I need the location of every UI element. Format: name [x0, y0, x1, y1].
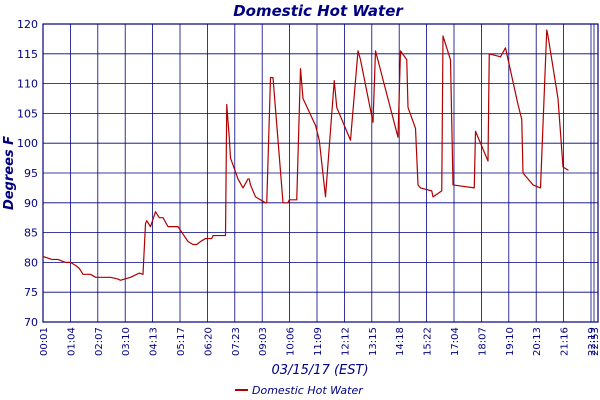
series-layer [42, 29, 569, 281]
x-tick-label: 03:10 [121, 327, 132, 356]
y-tick-label: 105 [17, 107, 38, 120]
y-tick-label: 120 [17, 18, 38, 31]
x-tick-label: 14:18 [395, 327, 406, 356]
x-tick-label: 04:13 [149, 327, 160, 356]
x-axis-label: 03/15/17 (EST) [271, 363, 368, 378]
legend-label: Domestic Hot Water [252, 384, 364, 397]
x-tick-label: 21:16 [560, 327, 571, 356]
x-tick-label: 22:53 [590, 327, 600, 356]
x-tick-label: 05:17 [176, 327, 187, 356]
y-tick-label: 115 [17, 48, 38, 61]
y-tick-label: 70 [24, 316, 38, 329]
y-tick-label: 85 [24, 227, 38, 240]
x-tick-label: 00:01 [39, 327, 50, 356]
x-tick-label: 12:12 [340, 327, 351, 356]
x-tick-label: 09:03 [258, 327, 269, 356]
chart-title: Domestic Hot Water [233, 2, 404, 20]
y-tick-label: 75 [24, 286, 38, 299]
y-tick-label: 95 [24, 167, 38, 180]
x-tick-label: 20:13 [532, 327, 543, 356]
series-line-domestic-hot-water [42, 29, 569, 281]
x-axis-ticks: 00:01 01:04 02:07 03:10 04:13 05:17 06:20 07:23… [39, 327, 600, 356]
x-tick-label: 07:23 [231, 327, 242, 356]
x-tick-label: 19:10 [505, 327, 516, 356]
x-tick-label: 06:20 [203, 327, 214, 356]
y-axis-ticks: 70 75 80 85 90 95 100 105 110 115 120 [17, 18, 38, 329]
y-tick-label: 80 [24, 256, 38, 269]
y-tick-label: 90 [24, 197, 38, 210]
x-tick-label: 10:06 [286, 327, 297, 356]
x-tick-label: 02:07 [94, 327, 105, 356]
y-tick-label: 110 [17, 78, 38, 91]
x-tick-label: 13:15 [368, 327, 379, 356]
y-axis-label: Degrees F [2, 136, 17, 210]
x-tick-label: 11:09 [313, 327, 324, 356]
legend: Domestic Hot Water [235, 384, 364, 397]
y-tick-label: 100 [17, 137, 38, 150]
grid-lines [42, 23, 598, 323]
x-tick-label: 22:19 [587, 327, 598, 356]
x-tick-label: 17:04 [450, 327, 461, 356]
x-tick-label: 18:07 [477, 327, 488, 356]
x-tick-label: 15:22 [423, 327, 434, 356]
x-tick-label: 01:04 [66, 327, 77, 356]
